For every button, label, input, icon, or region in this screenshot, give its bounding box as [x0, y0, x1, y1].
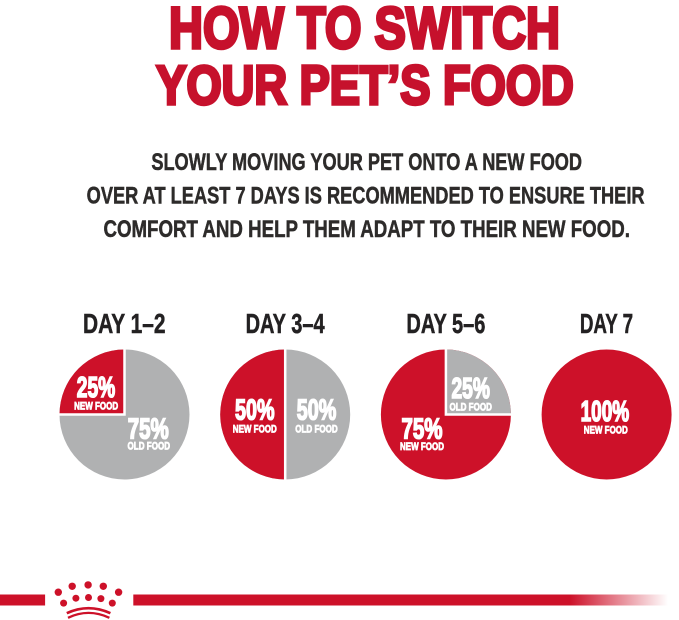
svg-text:SLOWLY MOVING YOUR PET ONTO A: SLOWLY MOVING YOUR PET ONTO A NEW FOOD — [151, 150, 582, 176]
svg-text:HOW TO SWITCH: HOW TO SWITCH — [169, 0, 560, 61]
svg-text:NEW FOOD: NEW FOOD — [233, 423, 277, 435]
svg-text:OLD FOOD: OLD FOOD — [449, 402, 492, 414]
svg-text:OLD FOOD: OLD FOOD — [295, 423, 338, 435]
svg-text:25%: 25% — [77, 372, 115, 404]
svg-text:YOUR PET’S FOOD: YOUR PET’S FOOD — [156, 54, 574, 116]
svg-text:OVER AT LEAST 7 DAYS IS RECOMM: OVER AT LEAST 7 DAYS IS RECOMMENDED TO E… — [87, 184, 645, 210]
svg-text:DAY 5–6: DAY 5–6 — [406, 308, 485, 339]
svg-text:25%: 25% — [452, 373, 490, 405]
svg-text:75%: 75% — [128, 413, 169, 445]
svg-text:75%: 75% — [402, 413, 443, 445]
svg-text:NEW FOOD: NEW FOOD — [584, 424, 628, 436]
svg-text:NEW FOOD: NEW FOOD — [74, 400, 118, 412]
svg-text:OLD FOOD: OLD FOOD — [128, 440, 171, 452]
svg-text:DAY 1–2: DAY 1–2 — [83, 308, 166, 339]
svg-text:100%: 100% — [581, 396, 630, 428]
svg-text:DAY 3–4: DAY 3–4 — [246, 308, 325, 339]
svg-text:COMFORT AND HELP THEM ADAPT TO: COMFORT AND HELP THEM ADAPT TO THEIR NEW… — [103, 217, 630, 243]
svg-text:DAY 7: DAY 7 — [580, 308, 633, 339]
svg-text:50%: 50% — [235, 395, 275, 427]
svg-text:NEW FOOD: NEW FOOD — [400, 441, 444, 453]
svg-text:50%: 50% — [297, 395, 337, 427]
